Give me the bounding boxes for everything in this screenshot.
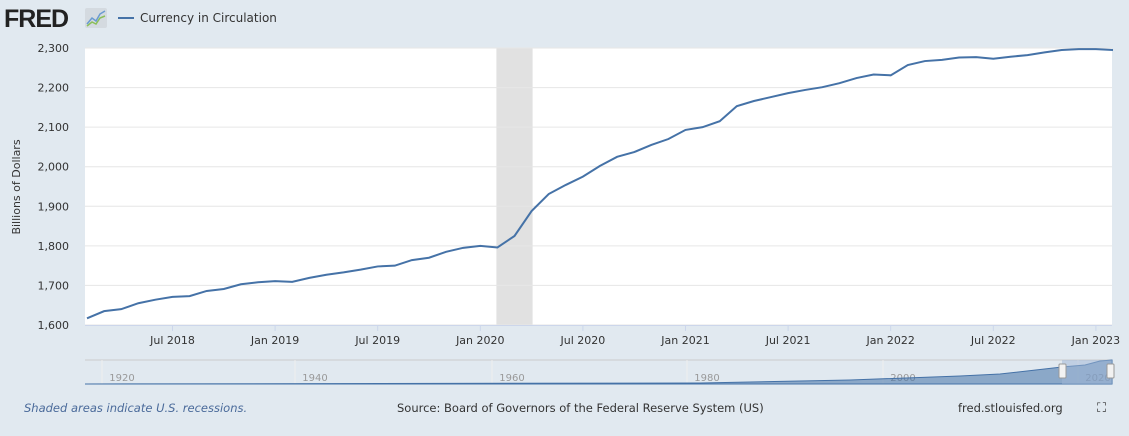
fullscreen-icon[interactable]: ⛶: [1097, 401, 1107, 416]
x-tick-label: Jul 2021: [765, 334, 811, 347]
legend-swatch: [118, 17, 134, 19]
chart-legend: Currency in Circulation: [118, 11, 277, 25]
y-tick-label: 1,700: [38, 279, 70, 292]
navigator-handle[interactable]: [1058, 363, 1067, 379]
plot-area: [85, 48, 1112, 325]
navigator-year-label: 1920: [109, 373, 134, 384]
recession-note: Shaded areas indicate U.S. recessions.: [24, 401, 248, 415]
recession-band: [496, 48, 533, 325]
y-tick-label: 1,800: [38, 240, 70, 253]
x-tick-label: Jul 2020: [560, 334, 606, 347]
series-line: [86, 48, 1114, 320]
chart-graph-icon[interactable]: [85, 8, 107, 28]
navigator-area: [84, 359, 1113, 385]
y-tick-label: 1,600: [38, 319, 70, 332]
navigator-year-label: 1980: [694, 373, 719, 384]
y-tick-label: 2,300: [38, 42, 70, 55]
navigator-selection: [1062, 360, 1112, 384]
x-tick-label: Jan 2020: [455, 334, 504, 347]
fred-link[interactable]: fred.stlouisfed.org: [958, 401, 1063, 415]
x-tick-label: Jul 2022: [970, 334, 1016, 347]
y-tick-label: 2,100: [38, 121, 70, 134]
navigator[interactable]: 192019401960198020002020: [84, 359, 1115, 385]
y-tick-label: 2,200: [38, 82, 70, 95]
source-text: Source: Board of Governors of the Federa…: [397, 401, 764, 415]
x-tick-label: Jan 2021: [660, 334, 709, 347]
y-axis-label: Billions of Dollars: [10, 139, 23, 234]
x-tick-label: Jan 2022: [865, 334, 914, 347]
navigator-handle[interactable]: [1106, 363, 1115, 379]
x-tick-label: Jan 2023: [1071, 334, 1120, 347]
navigator-year-label: 1960: [499, 373, 524, 384]
x-tick-label: Jul 2018: [149, 334, 195, 347]
fred-logo[interactable]: FRED: [4, 5, 69, 33]
navigator-year-label: 1940: [302, 373, 327, 384]
y-tick-label: 1,900: [38, 200, 70, 213]
legend-label: Currency in Circulation: [140, 11, 277, 25]
x-tick-label: Jan 2019: [250, 334, 299, 347]
x-tick-label: Jul 2019: [354, 334, 400, 347]
y-tick-label: 2,000: [38, 161, 70, 174]
